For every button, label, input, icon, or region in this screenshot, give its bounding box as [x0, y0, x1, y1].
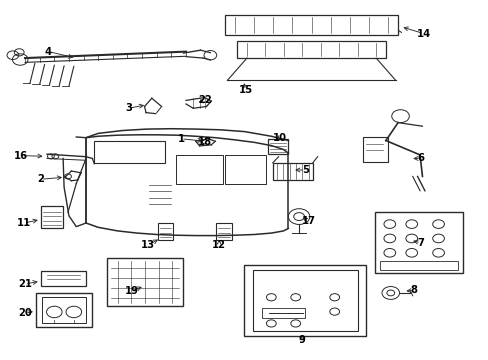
Bar — [36, 293, 92, 327]
Bar — [41, 206, 62, 228]
Text: 19: 19 — [124, 286, 138, 296]
Bar — [244, 265, 366, 336]
Bar — [379, 261, 457, 270]
Bar — [253, 270, 357, 330]
Text: 2: 2 — [37, 174, 44, 184]
Bar — [176, 155, 222, 184]
Text: 4: 4 — [45, 46, 52, 57]
Text: 15: 15 — [238, 85, 252, 95]
Text: 14: 14 — [416, 29, 430, 39]
Bar — [261, 308, 305, 318]
Bar — [374, 212, 462, 273]
Text: 5: 5 — [301, 165, 308, 175]
Bar — [216, 223, 231, 240]
Bar — [94, 141, 164, 163]
Text: 12: 12 — [212, 239, 225, 249]
Text: 11: 11 — [17, 218, 31, 228]
Text: 17: 17 — [301, 216, 315, 226]
Text: 3: 3 — [125, 103, 132, 113]
Bar — [224, 15, 397, 35]
Bar — [41, 271, 85, 286]
Text: 13: 13 — [141, 240, 155, 250]
Bar — [237, 41, 385, 58]
Bar — [267, 139, 288, 154]
Bar — [158, 223, 173, 240]
Text: 22: 22 — [198, 95, 212, 105]
Text: 16: 16 — [14, 150, 28, 161]
Bar — [362, 137, 387, 162]
Text: 20: 20 — [18, 309, 32, 318]
Text: 21: 21 — [18, 279, 32, 289]
Bar — [272, 163, 312, 180]
Text: 18: 18 — [197, 137, 211, 147]
Text: 10: 10 — [272, 133, 286, 143]
Text: 8: 8 — [410, 285, 417, 296]
Text: 6: 6 — [417, 153, 424, 163]
Text: 7: 7 — [417, 238, 424, 248]
Bar — [41, 297, 86, 323]
Text: 1: 1 — [177, 134, 184, 144]
Text: 9: 9 — [298, 334, 305, 345]
Bar — [107, 258, 182, 306]
Bar — [224, 155, 266, 184]
